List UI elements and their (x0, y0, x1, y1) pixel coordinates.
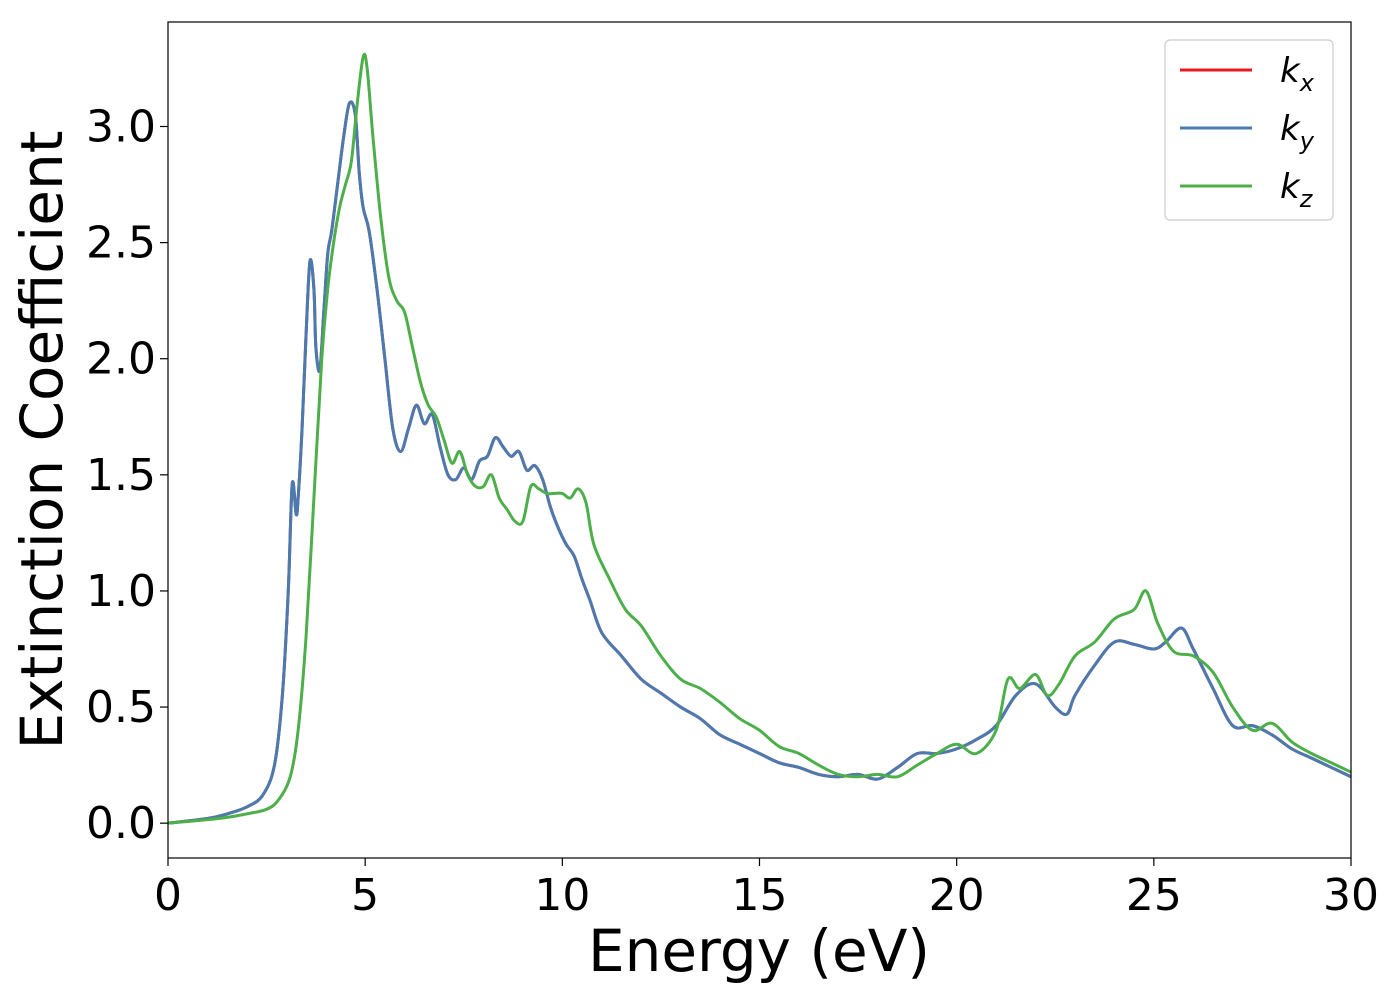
y-tick-label: 2.0 (86, 334, 156, 385)
series-line-ky (167, 100, 1352, 825)
legend-label-kx: kx (1280, 51, 1315, 97)
y-tick-label: 2.5 (86, 218, 156, 269)
x-tick-label: 25 (1126, 870, 1182, 921)
x-tick-label: 0 (154, 870, 182, 921)
y-tick-label: 1.5 (86, 450, 156, 501)
x-tick-label: 20 (929, 870, 985, 921)
series-line-kz (167, 52, 1352, 825)
x-tick-label: 30 (1323, 870, 1379, 921)
y-tick-label: 0.0 (86, 798, 156, 849)
y-tick-label: 1.0 (86, 566, 156, 617)
plot-background (168, 22, 1351, 858)
legend-label-subscript: z (1299, 185, 1314, 213)
x-axis: 0 5 10 15 20 25 30 (154, 858, 1379, 921)
legend-label-kz: kz (1280, 167, 1314, 213)
x-tick-label: 10 (534, 870, 590, 921)
x-tick-label: 15 (732, 870, 788, 921)
legend-label-main: k (1280, 167, 1301, 207)
y-tick-label: 0.5 (86, 682, 156, 733)
legend-frame (1164, 39, 1334, 221)
legend-label-main: k (1280, 109, 1301, 149)
legend-label-main: k (1280, 51, 1301, 91)
legend-label-subscript: y (1299, 127, 1315, 155)
x-tick-label: 5 (351, 870, 379, 921)
y-axis: 0.0 0.5 1.0 1.5 2.0 2.5 3.0 (86, 102, 168, 849)
y-tick-label: 3.0 (86, 102, 156, 153)
y-axis-title: Extinction Coefficient (8, 131, 76, 750)
legend-label-subscript: x (1299, 69, 1315, 97)
series-layer (167, 52, 1352, 825)
x-axis-title: Energy (eV) (588, 917, 930, 985)
legend-label-ky: ky (1280, 109, 1315, 155)
